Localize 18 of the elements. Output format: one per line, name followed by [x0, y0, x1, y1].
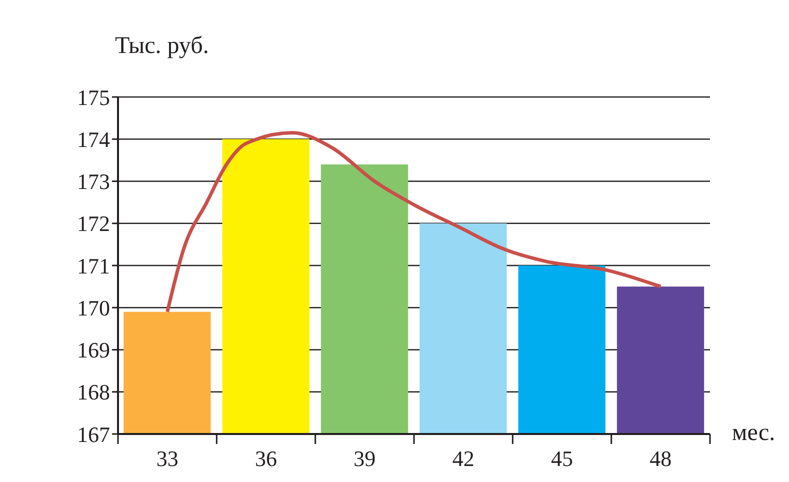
y-tick-label: 167: [77, 422, 110, 447]
y-tick-label: 172: [77, 211, 110, 236]
y-tick-label: 175: [77, 84, 110, 110]
y-tick-label: 168: [77, 380, 110, 405]
x-tick-label: 48: [650, 446, 672, 471]
y-tick-label: 173: [77, 169, 110, 194]
x-tick-label: 45: [551, 446, 573, 471]
x-tick-label: 36: [255, 446, 277, 471]
y-tick-label: 170: [77, 295, 110, 320]
x-tick-label: 42: [452, 446, 474, 471]
x-axis-title: мес.: [732, 420, 776, 447]
x-tick-label: 33: [156, 446, 178, 471]
x-tick-label: 39: [354, 446, 376, 471]
y-tick-label: 171: [77, 253, 110, 278]
line-series: [166, 131, 662, 314]
y-tick-label: 174: [77, 126, 110, 152]
y-tick-label: 169: [77, 338, 110, 363]
y-axis-title: Тыс. руб.: [115, 33, 209, 60]
